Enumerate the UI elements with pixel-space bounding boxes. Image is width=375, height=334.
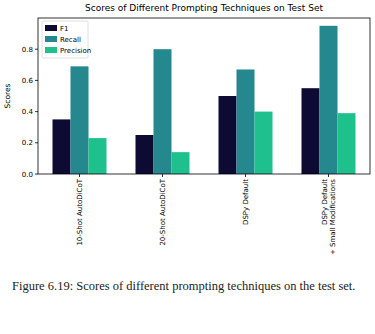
legend-label: F1 [60,25,68,33]
legend-swatch [45,36,57,42]
y-tick [35,142,38,143]
bar [172,152,190,174]
legend-swatch [45,25,57,31]
x-tick-label: DSPy Default [242,179,250,225]
x-tick-label-line: 20-Shot AutoDiCoT [159,178,167,245]
legend: F1 Recall Precision [42,21,91,58]
y-tick [35,111,38,112]
y-tick-label: 0.6 [22,77,34,85]
x-tick-label-line: DSPy Default [242,179,250,225]
x-tick-label-line: 10-Shot AutoDiCoT [76,178,84,245]
bar [338,113,356,174]
y-tick-label: 0.4 [22,108,34,116]
x-tick [162,174,163,177]
y-axis-label: Scores [3,83,12,108]
y-tick-label: 0.0 [22,171,33,179]
frame [38,18,370,174]
legend-label: Recall [60,36,81,44]
x-tick-label-line: DSPy Default [321,179,329,225]
caption: Figure 6.19: Scores of different prompti… [12,278,367,294]
y-tick [35,80,38,81]
legend-label: Precision [60,47,91,55]
bar [154,49,172,174]
bar [320,26,338,174]
legend-swatch [45,47,57,53]
bar [302,88,320,174]
bar [237,69,255,174]
bars [53,26,356,174]
title: Scores of Different Prompting Techniques… [85,3,323,13]
x-tick [79,174,80,177]
bar [136,135,154,174]
y-tick-label: 0.2 [22,139,33,147]
x-tick-label: DSPy Default+ Small Modifications [321,179,337,255]
y-tick-label: 0.8 [22,46,33,54]
bar [71,66,89,174]
x-tick-label: 20-Shot AutoDiCoT [159,178,167,245]
bar [53,119,71,174]
y-tick [35,174,38,175]
bar [89,138,107,174]
x-tick-label: 10-Shot AutoDiCoT [76,178,84,245]
y-tick [35,49,38,50]
x-tick [328,174,329,177]
x-tick [245,174,246,177]
bar [255,112,273,174]
x-tick-label-line: + Small Modifications [329,179,337,255]
bar [219,96,237,174]
